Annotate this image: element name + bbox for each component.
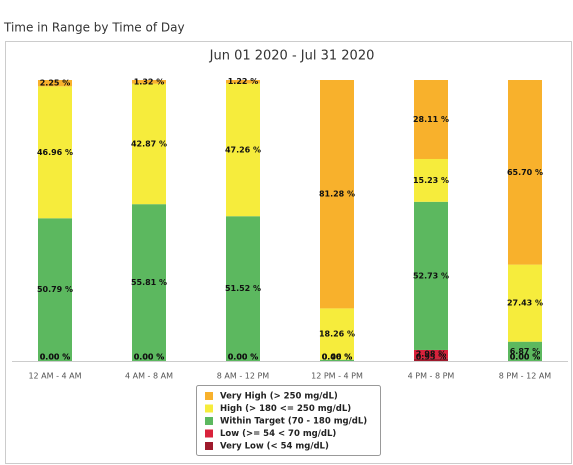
data-label: 52.73 % xyxy=(413,271,449,280)
bar-segment xyxy=(508,341,542,361)
data-label: 1.32 % xyxy=(134,77,165,86)
bar-segment xyxy=(226,216,260,361)
bar-segment xyxy=(414,158,448,202)
legend-label: High (> 180 <= 250 mg/dL) xyxy=(220,404,351,414)
data-label: 65.70 % xyxy=(507,168,543,177)
data-label: 55.81 % xyxy=(131,278,167,287)
legend-swatch xyxy=(205,429,213,438)
legend-swatch xyxy=(205,404,213,413)
data-label: 0.00 % xyxy=(134,353,165,362)
data-label: 6.87 % xyxy=(510,347,541,356)
data-label: 27.43 % xyxy=(507,299,543,308)
data-label: 50.79 % xyxy=(37,285,73,294)
bar-segment xyxy=(226,80,260,84)
bar-segment xyxy=(132,83,166,205)
data-label: 2.98 % xyxy=(416,350,447,359)
data-label: 0.00 % xyxy=(40,353,71,362)
data-label: 0.00 % xyxy=(228,353,259,362)
data-label: 1.22 % xyxy=(228,77,259,86)
bar-segment xyxy=(414,349,448,359)
data-label: 18.26 % xyxy=(319,330,355,339)
bar-segment xyxy=(414,201,448,350)
legend-swatch xyxy=(205,392,213,400)
data-label: 51.52 % xyxy=(225,284,261,293)
x-tick-label: 4 AM - 8 AM xyxy=(125,372,173,381)
bar-segment xyxy=(38,80,72,87)
bar-segment xyxy=(320,80,354,309)
data-label: 0.46 % xyxy=(322,353,353,362)
data-label: 0.00 % xyxy=(134,353,165,362)
legend-box xyxy=(196,385,381,456)
chart-title: Jun 01 2020 - Jul 31 2020 xyxy=(209,49,375,64)
bar-segment xyxy=(132,80,166,84)
data-label: 2.25 % xyxy=(40,79,71,88)
chart-border xyxy=(5,41,572,464)
legend-swatch xyxy=(205,442,213,450)
bar-segment xyxy=(320,308,354,360)
data-label: 28.11 % xyxy=(413,115,449,124)
data-label: 0.00 % xyxy=(510,353,541,362)
x-tick-label: 8 PM - 12 AM xyxy=(499,372,552,381)
x-tick-label: 8 AM - 12 PM xyxy=(217,372,270,381)
data-label: 0.00 % xyxy=(322,353,353,362)
data-label: 0.00 % xyxy=(510,353,541,362)
data-label: 46.96 % xyxy=(37,148,73,157)
data-label: 81.28 % xyxy=(319,190,355,199)
legend-label: Very High (> 250 mg/dL) xyxy=(220,392,338,402)
data-label: 42.87 % xyxy=(131,139,167,148)
x-tick-label: 4 PM - 8 PM xyxy=(408,372,455,381)
bar-segment xyxy=(414,80,448,159)
bar-segment xyxy=(508,80,542,265)
data-label: 0.00 % xyxy=(228,353,259,362)
bar-segment xyxy=(414,358,448,361)
bar-segment xyxy=(508,264,542,342)
data-label: 15.23 % xyxy=(413,176,449,185)
panel-title: Time in Range by Time of Day xyxy=(3,21,185,35)
bar-segment xyxy=(38,86,72,219)
data-label: 47.26 % xyxy=(225,145,261,154)
bar-segment xyxy=(38,218,72,361)
legend-label: Very Low (< 54 mg/dL) xyxy=(220,442,329,452)
legend-swatch xyxy=(205,417,213,425)
legend-label: Within Target (70 - 180 mg/dL) xyxy=(220,417,367,427)
bar-segment xyxy=(320,359,354,361)
legend-label: Low (>= 54 < 70 mg/dL) xyxy=(220,429,336,439)
bar-segment xyxy=(226,83,260,217)
x-tick-label: 12 PM - 4 PM xyxy=(311,372,363,381)
data-label: 0.00 % xyxy=(322,353,353,362)
data-label: 0.95 % xyxy=(416,353,447,362)
data-label: 0.00 % xyxy=(40,353,71,362)
bar-segment xyxy=(132,204,166,361)
x-tick-label: 12 AM - 4 AM xyxy=(28,372,81,381)
